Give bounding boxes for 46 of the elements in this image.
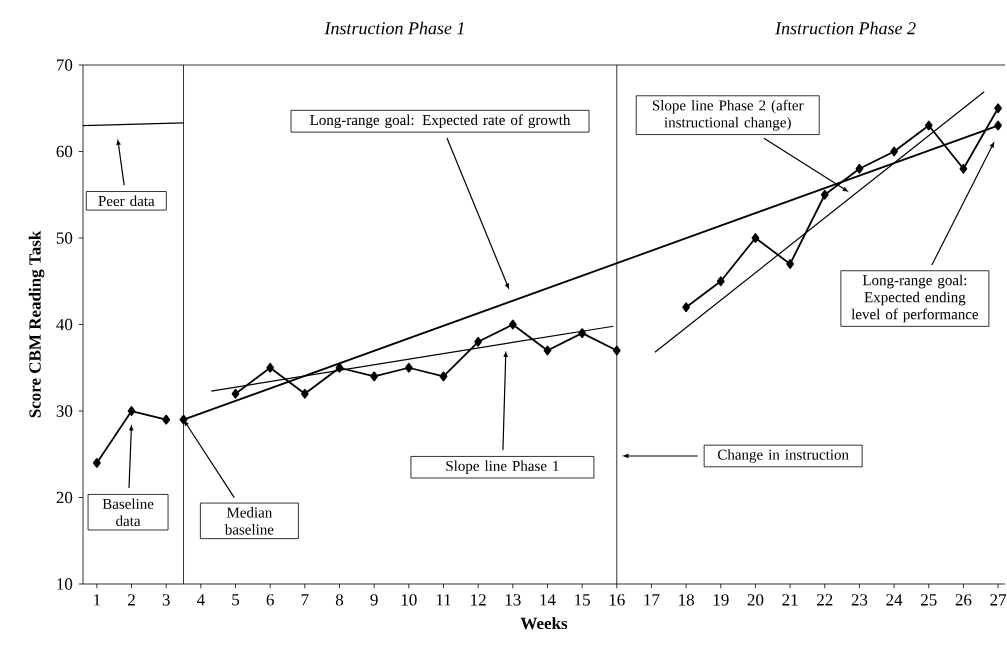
x-tick-label: 15 bbox=[575, 594, 590, 606]
annotation: Slope line Phase 2 (after instructional change) bbox=[652, 99, 804, 131]
x-tick-label: 5 bbox=[232, 594, 240, 606]
x-tick-label: 23 bbox=[851, 594, 868, 606]
annotation: Median baseline bbox=[224, 507, 274, 535]
annotation: Slope line Phase 1 bbox=[446, 460, 559, 475]
x-tick-label: 18 bbox=[679, 594, 694, 606]
x-tick-label: 26 bbox=[955, 594, 972, 606]
x-tick-label: 22 bbox=[817, 594, 833, 606]
x-tick-label: 14 bbox=[540, 594, 556, 606]
x-tick-label: 6 bbox=[266, 594, 274, 606]
x-tick-label: 25 bbox=[921, 594, 937, 606]
annotation: Peer data bbox=[98, 195, 155, 207]
x-tick-label: 27 bbox=[990, 594, 1007, 606]
x-tick-label: 9 bbox=[370, 594, 378, 606]
x-tick-label: 17 bbox=[644, 594, 660, 606]
x-tick-label: 13 bbox=[505, 594, 521, 606]
x-tick-label: 2 bbox=[128, 594, 135, 606]
x-tick-label: 4 bbox=[196, 594, 205, 606]
x-tick-label: 19 bbox=[713, 594, 729, 606]
x-tick-label: 7 bbox=[301, 594, 309, 606]
x-tick-label: 11 bbox=[436, 594, 451, 606]
x-tick-label: 3 bbox=[162, 594, 170, 606]
text: Instruction Phase 1 bbox=[324, 21, 464, 35]
y-tick-label: 70 bbox=[56, 59, 73, 71]
y-tick-label: 10 bbox=[57, 578, 73, 590]
x-tick-label: 12 bbox=[471, 594, 486, 606]
y-axis-title: Score CBM Reading Task bbox=[28, 230, 45, 418]
x-tick-label: 16 bbox=[609, 594, 625, 606]
x-tick-label: 10 bbox=[401, 594, 417, 606]
annotation: Baseline data bbox=[102, 498, 154, 526]
annotation: Long-range goal: Expected rate of growth bbox=[310, 114, 571, 129]
x-tick-label: 21 bbox=[782, 594, 798, 606]
x-tick-label: 1 bbox=[94, 594, 101, 606]
y-tick-label: 50 bbox=[56, 232, 73, 244]
y-tick-label: 40 bbox=[56, 318, 73, 331]
y-tick-label: 60 bbox=[56, 145, 73, 158]
x-axis-title: Weeks bbox=[520, 617, 568, 630]
y-tick-label: 20 bbox=[56, 491, 73, 504]
x-tick-label: 20 bbox=[747, 594, 764, 606]
text: Instruction Phase 2 bbox=[775, 21, 916, 35]
x-tick-label: 8 bbox=[335, 594, 344, 606]
x-tick-label: 24 bbox=[886, 594, 903, 606]
annotation: Change in instruction bbox=[717, 449, 849, 463]
annotation: Long-range goal: Expected ending level of performance bbox=[851, 274, 979, 323]
y-tick-label: 30 bbox=[56, 405, 73, 417]
